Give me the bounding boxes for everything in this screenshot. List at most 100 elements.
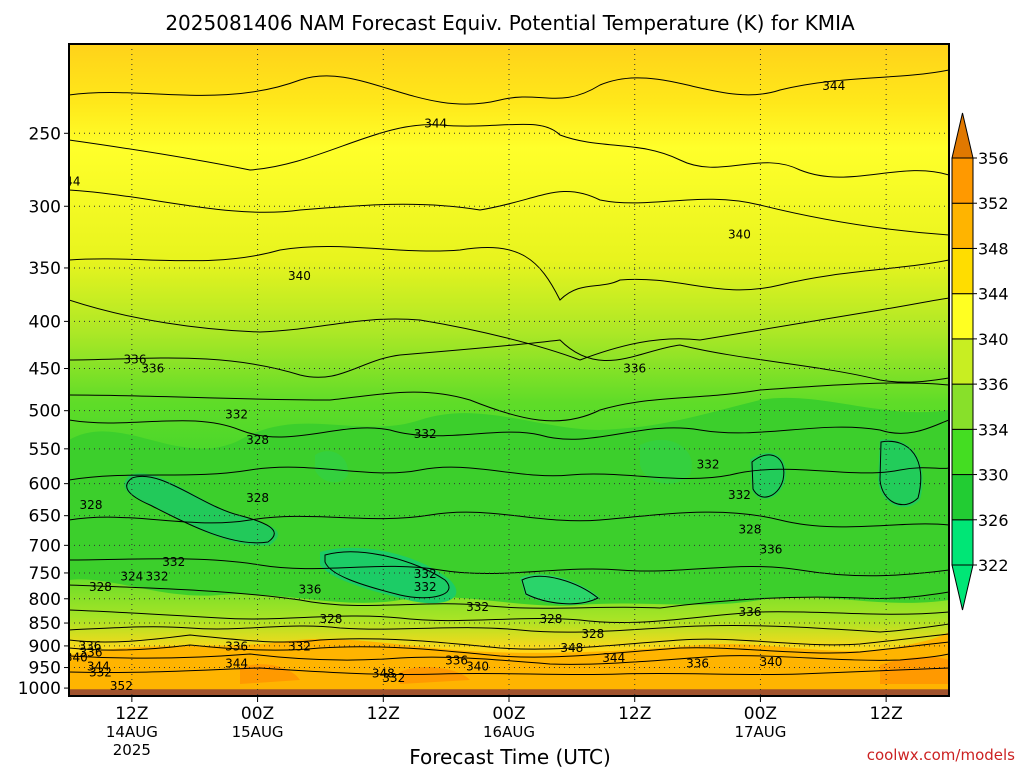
moist-layer-region xyxy=(69,397,949,606)
x-tick-label: 17AUG xyxy=(734,723,786,741)
contour-label: 336 xyxy=(80,646,103,660)
contour-label: 328 xyxy=(539,612,562,626)
y-axis: 250 300 350 400 450 500 550 600 650 700 750 800 850 9… xyxy=(18,124,69,699)
contour-348-low xyxy=(69,653,949,665)
contour-label: 332 xyxy=(146,570,169,584)
contour-336-mid xyxy=(69,584,949,609)
colorbar-band xyxy=(951,519,974,566)
region-324-a xyxy=(320,547,457,604)
contour-label: 340 xyxy=(288,269,311,283)
x-tick-label: 12Z xyxy=(618,704,651,724)
contour-label: 332 xyxy=(414,567,437,581)
colorbar-label: 326 xyxy=(978,511,1009,530)
y-tick-label: 500 xyxy=(29,402,61,422)
ground-layer xyxy=(69,689,949,696)
y-tick-label: 650 xyxy=(29,507,61,527)
contour-label: 344 xyxy=(225,656,248,670)
y-tick-label: 250 xyxy=(29,124,61,144)
contour-label: 336 xyxy=(225,639,248,653)
contour-label: 348 xyxy=(560,641,583,655)
contour-344-lower xyxy=(69,123,949,178)
contour-328-ring-a xyxy=(126,475,275,544)
contour-344-upper xyxy=(69,69,949,105)
y-tick-label: 850 xyxy=(29,614,61,634)
contour-328-ring-d xyxy=(521,575,599,605)
contour-label: 332 xyxy=(288,639,311,653)
contour-label: 332 xyxy=(466,600,489,614)
contour-336-low xyxy=(69,623,949,633)
contour-label: 352 xyxy=(110,679,133,693)
region-328-b xyxy=(520,574,600,606)
contour-344-low xyxy=(69,641,949,658)
contour-label: 336 xyxy=(738,605,761,619)
colorbar-label: 336 xyxy=(978,375,1009,394)
y-tick-label: 600 xyxy=(29,475,61,495)
y-tick-label: 950 xyxy=(29,659,61,679)
y-tick-label: 400 xyxy=(29,312,61,332)
colorbar-label: 330 xyxy=(978,466,1009,485)
colorbar-band xyxy=(951,202,974,249)
x-tick-label: 12Z xyxy=(870,704,903,724)
contour-352-low xyxy=(69,667,949,676)
contour-340-lower xyxy=(69,246,949,301)
contour-label: 336 xyxy=(759,542,782,556)
contour-label: 344 xyxy=(602,651,625,665)
contour-332-d xyxy=(69,609,949,624)
x-axis-label: Forecast Time (UTC) xyxy=(409,745,611,768)
colorbar-label: 348 xyxy=(978,239,1009,258)
x-tick-label: 00Z xyxy=(744,704,777,724)
y-tick-label: 900 xyxy=(29,637,61,657)
contour-label: 332 xyxy=(382,671,405,685)
contour-label: 332 xyxy=(414,427,437,441)
colorbar-band xyxy=(951,247,974,295)
contour-label: 340 xyxy=(759,655,782,669)
colorbar-arrow-high xyxy=(951,112,974,159)
region-330-e xyxy=(315,451,349,483)
contour-label: 332 xyxy=(162,555,185,569)
y-tick-label: 700 xyxy=(29,536,61,556)
contour-336-upper xyxy=(69,297,949,361)
region-330-f xyxy=(640,439,692,484)
x-tick-label: 2025 xyxy=(113,741,151,759)
contour-label: 336 xyxy=(686,657,709,671)
colorbar-band xyxy=(951,383,974,430)
y-tick-label: 350 xyxy=(29,259,61,279)
contour-label: 328 xyxy=(738,523,761,537)
contour-332-b xyxy=(69,419,949,440)
y-tick-label: 550 xyxy=(29,440,61,460)
x-tick-label: 00Z xyxy=(241,704,274,724)
contour-label: 336 xyxy=(124,353,147,367)
colorbar-label: 340 xyxy=(978,330,1009,349)
colorbar-band xyxy=(951,428,974,476)
contour-label: 328 xyxy=(319,612,342,626)
colorbar-band xyxy=(951,338,974,385)
contour-label: 340 xyxy=(65,650,88,664)
contour-label: 344 xyxy=(87,659,110,673)
colorbar-label: 344 xyxy=(978,285,1009,304)
surface-352-pockets xyxy=(240,656,949,684)
contour-label: 328 xyxy=(80,498,103,512)
contour-label: 340 xyxy=(728,228,751,242)
contour-label: 336 xyxy=(141,362,164,376)
y-tick-label: 750 xyxy=(29,564,61,584)
x-tick-label: 12Z xyxy=(367,704,400,724)
contour-label: 328 xyxy=(246,433,269,447)
colorbar-band xyxy=(951,293,974,340)
contour-label: 340 xyxy=(466,660,489,674)
contour-label: 332 xyxy=(414,580,437,594)
colorbar: 322 326 330 334 336 340 344 348 352 356 xyxy=(951,112,1009,611)
x-tick-label: 12Z xyxy=(115,704,148,724)
contour-328-a xyxy=(69,466,949,481)
contour-label: 332 xyxy=(89,666,112,680)
y-tick-label: 1000 xyxy=(18,679,61,699)
region-328-c xyxy=(750,452,786,499)
contour-label: 332 xyxy=(225,408,248,422)
contour-328-ring-c xyxy=(879,440,922,506)
contour-label: 332 xyxy=(697,458,720,472)
credit-text: coolwx.com/models xyxy=(867,746,1015,764)
x-tick-label: 15AUG xyxy=(232,723,284,741)
contour-label: 332 xyxy=(728,488,751,502)
